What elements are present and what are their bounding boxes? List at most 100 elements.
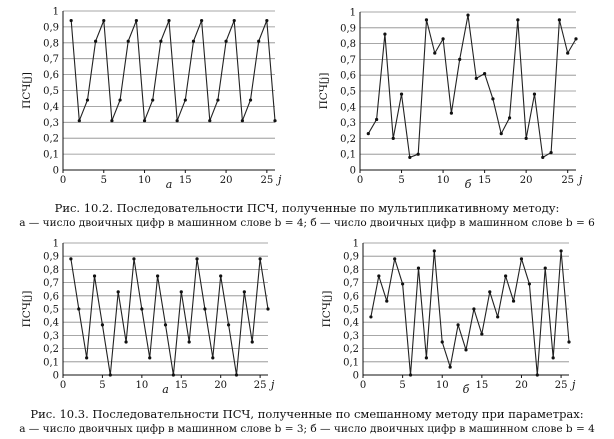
x-tick-label: 5: [398, 175, 404, 186]
x-tick-label: 20: [515, 380, 528, 391]
data-point: [224, 39, 228, 43]
y-axis-label: ПСЧ[j]: [321, 291, 333, 328]
data-point: [69, 18, 73, 23]
data-point: [151, 98, 155, 102]
data-point: [504, 274, 508, 278]
x-tick-label: 15: [175, 380, 188, 391]
figure-10-2-caption-subtitle: а — число двоичных цифр в машинном слове…: [19, 217, 595, 229]
data-point: [191, 39, 196, 43]
data-point: [549, 151, 553, 155]
data-point: [118, 98, 122, 102]
data-point: [491, 97, 495, 101]
x-axis-label: j: [569, 378, 576, 391]
data-point: [375, 117, 379, 122]
data-point: [385, 299, 389, 303]
data-point: [401, 282, 405, 286]
data-point: [441, 37, 445, 41]
y-tick-label: 0: [350, 166, 356, 177]
y-tick-label: 0,2: [43, 344, 59, 355]
x-tick-label: 5: [99, 380, 105, 391]
data-point: [257, 39, 261, 43]
y-tick-label: 0,4: [343, 318, 359, 329]
data-point: [100, 323, 105, 327]
x-tick-label: 0: [360, 380, 366, 391]
data-point: [408, 373, 413, 377]
y-tick-label: 0,3: [43, 331, 59, 342]
data-point: [488, 290, 492, 294]
data-point: [432, 249, 436, 253]
data-point: [456, 323, 460, 327]
y-tick-label: 0,2: [43, 134, 59, 145]
data-point: [496, 315, 500, 319]
series-line: [367, 15, 577, 159]
data-point: [519, 257, 524, 261]
y-tick-label: 0,6: [43, 291, 59, 302]
y-axis-label: ПСЧ[j]: [21, 72, 33, 109]
data-point: [134, 18, 138, 23]
data-point: [424, 18, 429, 22]
y-tick-label: 1: [53, 7, 59, 18]
data-point: [424, 356, 428, 360]
y-tick-label: 0,5: [43, 305, 59, 316]
data-point: [85, 98, 90, 102]
data-point: [265, 18, 269, 23]
data-point: [480, 332, 484, 336]
data-point: [567, 340, 571, 344]
data-point: [203, 307, 207, 311]
data-point: [543, 266, 547, 270]
data-point: [77, 307, 81, 311]
y-tick-label: 0,3: [343, 331, 359, 342]
panel-label: б: [463, 383, 470, 396]
data-point: [69, 257, 73, 261]
y-tick-label: 0,2: [343, 344, 359, 355]
y-tick-label: 0,9: [43, 252, 59, 263]
data-point: [551, 356, 555, 360]
data-point: [159, 39, 163, 43]
data-point: [167, 18, 171, 23]
x-tick-label: 10: [437, 175, 450, 186]
data-point: [163, 323, 168, 327]
data-point: [377, 274, 381, 278]
chart-fig-10-2-a: 00,10,20,30,40,50,60,70,80,910 5 10 15 20 25 j…: [21, 7, 282, 192]
data-point: [102, 18, 106, 23]
y-tick-label: 0,9: [43, 22, 59, 33]
y-tick-label: 0,8: [343, 265, 359, 276]
data-point: [208, 119, 212, 123]
data-point: [77, 119, 81, 123]
y-tick-label: 0,4: [43, 318, 59, 329]
data-point: [273, 119, 277, 123]
y-tick-label: 0,6: [43, 70, 59, 81]
data-point: [132, 257, 136, 261]
y-tick-label: 0,1: [340, 150, 356, 161]
data-point: [433, 51, 437, 55]
data-point: [183, 98, 187, 102]
x-tick-label: 15: [475, 380, 488, 391]
data-point: [399, 92, 404, 96]
y-tick-label: 0,6: [343, 291, 359, 302]
data-point: [448, 365, 452, 369]
x-axis-label: j: [268, 378, 275, 391]
series-line: [70, 20, 276, 121]
data-point: [472, 307, 476, 311]
x-tick-label: 10: [135, 380, 148, 391]
y-tick-label: 1: [53, 239, 59, 250]
x-tick-label: 25: [254, 380, 267, 391]
x-tick-label: 0: [60, 175, 66, 186]
x-tick-label: 25: [561, 175, 574, 186]
data-point: [527, 282, 531, 286]
data-point: [108, 373, 112, 377]
x-axis-label: j: [576, 173, 583, 186]
y-tick-label: 0,6: [340, 71, 356, 82]
data-point: [200, 18, 204, 23]
series-line: [370, 250, 570, 376]
data-point: [483, 72, 487, 76]
data-point: [507, 116, 512, 120]
data-point: [474, 76, 478, 80]
data-point: [393, 257, 397, 261]
data-point: [175, 119, 179, 123]
y-tick-label: 0,3: [340, 118, 356, 129]
data-point: [195, 257, 199, 261]
data-point: [148, 356, 152, 360]
figure-10-3-caption-subtitle: а — число двоичных цифр в машинном слове…: [19, 423, 595, 435]
data-point: [116, 290, 120, 294]
